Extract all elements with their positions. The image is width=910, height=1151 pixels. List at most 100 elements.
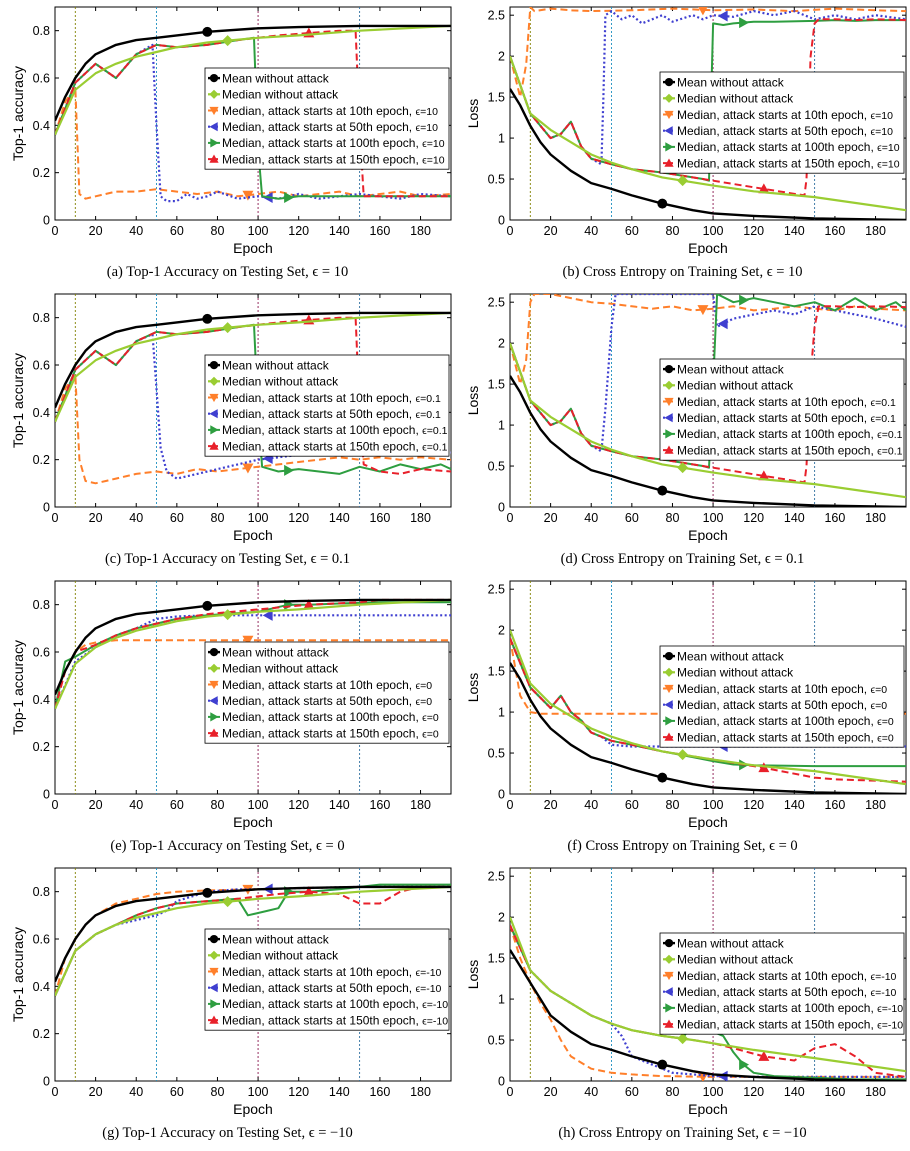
x-tick-label: 180 [865,511,886,525]
series-line-a150 [510,305,906,484]
legend-marker-mean [209,647,219,657]
x-tick-label: 120 [288,1085,309,1099]
legend-label-a150: Median, attack starts at 150th epoch, ϵ=… [222,439,448,453]
legend-epsilon: ϵ=0.1 [422,441,448,453]
series-marker-a150 [758,183,770,194]
y-tick-label: 0.5 [488,1034,505,1048]
y-tick-label: 0.6 [33,933,50,947]
x-tick-label: 60 [170,798,184,812]
x-tick-label: 80 [211,1085,225,1099]
legend-label-a50: Median, attack starts at 50th epoch, ϵ=1… [222,120,438,134]
legend-box [204,928,450,1031]
caption-c: (c) Top-1 Accuracy on Testing Set, ϵ = 0… [104,551,351,567]
series-marker-median [677,749,689,761]
series-line-mean [55,598,451,696]
y-axis-label: Top-1 accuracy [10,353,26,448]
series-marker-mean [657,1059,668,1070]
legend-epsilon: ϵ=0.1 [415,393,441,405]
legend-label-a50: Median, attack starts at 50th epoch, ϵ=0… [222,407,441,421]
x-tick-label: 20 [544,1085,558,1099]
legend-marker-a50 [664,413,673,423]
legend: Mean without attack Median without attack… [659,358,905,461]
legend-label-a100: Median, attack starts at 100th epoch, ϵ=… [222,136,445,150]
y-tick-label: 1 [498,993,505,1007]
legend-epsilon: ϵ=0 [422,712,439,724]
x-tick-label: 0 [507,1085,514,1099]
legend-label-mean: Mean without attack [677,649,785,663]
x-tick-label: 80 [666,511,680,525]
legend-marker-median [664,667,674,677]
x-tick-label: 100 [703,1085,724,1099]
legend-label-mean: Mean without attack [677,936,785,950]
series-marker-a10 [242,463,254,474]
y-tick-label: 0 [498,501,505,515]
x-tick-label: 160 [369,798,390,812]
series-line-a50 [510,10,906,166]
legend: Mean without attack Median without attack… [204,641,450,744]
legend-marker-a100 [665,429,674,439]
legend-label-a150: Median, attack starts at 150th epoch, ϵ=… [677,156,900,170]
legend-epsilon: ϵ=0.1 [870,397,896,409]
x-tick-label: 120 [743,511,764,525]
chart-h: 0 20 40 60 80 100 120 140 160 180 0 0.5 1 1.5 2 2.5 Epoc… [465,867,907,1117]
x-tick-label: 140 [329,511,350,525]
legend-epsilon: ϵ=-10 [415,983,441,995]
legend-label-a10: Median, attack starts at 10th epoch, ϵ=0 [677,682,887,696]
legend-label-a150: Median, attack starts at 150th epoch, ϵ=… [677,443,903,457]
x-tick-label: 180 [865,798,886,812]
legend-marker-a100 [665,716,674,726]
x-tick-label: 60 [625,511,639,525]
x-tick-label: 140 [784,1085,805,1099]
legend-epsilon: ϵ=0 [422,728,439,740]
legend-marker-a50 [209,409,218,419]
series-line-a50 [55,885,451,997]
legend-label-a100: Median, attack starts at 100th epoch, ϵ=… [677,714,894,728]
series-line-median [55,311,451,423]
series-marker-median [677,462,689,474]
x-tick-label: 20 [544,224,558,238]
chart-d: 0 20 40 60 80 100 120 140 160 180 0 0.5 1 1.5 2 2.5 Epoc… [465,293,907,543]
legend-epsilon: ϵ=-10 [877,1003,903,1015]
x-tick-label: 180 [410,1085,431,1099]
y-tick-label: 1 [498,419,505,433]
x-tick-label: 0 [52,511,59,525]
series-line-a150 [510,18,906,197]
legend-marker-median [209,89,219,99]
legend-epsilon: ϵ=10 [415,106,438,118]
series-line-median [510,629,906,786]
panel-a: 0 20 40 60 80 100 120 140 160 180 0 0.2 0.4 0.6 0.8 Epo… [0,0,455,287]
legend-label-mean: Mean without attack [222,932,330,946]
legend-marker-mean [664,651,674,661]
y-tick-label: 2.5 [488,296,505,310]
legend-epsilon: ϵ=10 [877,142,900,154]
x-tick-label: 140 [329,1085,350,1099]
x-tick-label: 100 [703,511,724,525]
y-tick-label: 1 [498,706,505,720]
series-layer [55,883,451,997]
legend-box [204,641,450,744]
legend-marker-a10 [209,393,219,403]
legend-box [204,67,450,170]
legend-label-mean: Mean without attack [222,645,330,659]
x-tick-label: 140 [784,798,805,812]
caption-f: (f) Cross Entropy on Training Set, ϵ = 0 [567,838,798,854]
x-tick-label: 20 [544,798,558,812]
series-marker-a150 [303,599,315,610]
y-tick-label: 1.5 [488,952,505,966]
x-tick-label: 40 [129,224,143,238]
y-tick-label: 2 [498,624,505,638]
caption-h: (h) Cross Entropy on Training Set, ϵ = −… [558,1125,807,1141]
legend-epsilon: ϵ=10 [422,138,445,150]
legend-marker-a100 [210,712,219,722]
chart-a: 0 20 40 60 80 100 120 140 160 180 0 0.2 0.4 0.6 0.8 Epo… [10,6,452,256]
x-tick-label: 20 [89,511,103,525]
y-tick-label: 0.5 [488,460,505,474]
y-tick-label: 2 [498,911,505,925]
series-marker-a100 [739,294,750,306]
legend-epsilon: ϵ=0 [877,716,894,728]
series-layer [55,598,451,710]
x-tick-label: 140 [329,224,350,238]
y-tick-label: 0.2 [33,1027,50,1041]
caption-b: (b) Cross Entropy on Training Set, ϵ = 1… [562,264,803,280]
legend-epsilon: ϵ=0 [870,700,887,712]
